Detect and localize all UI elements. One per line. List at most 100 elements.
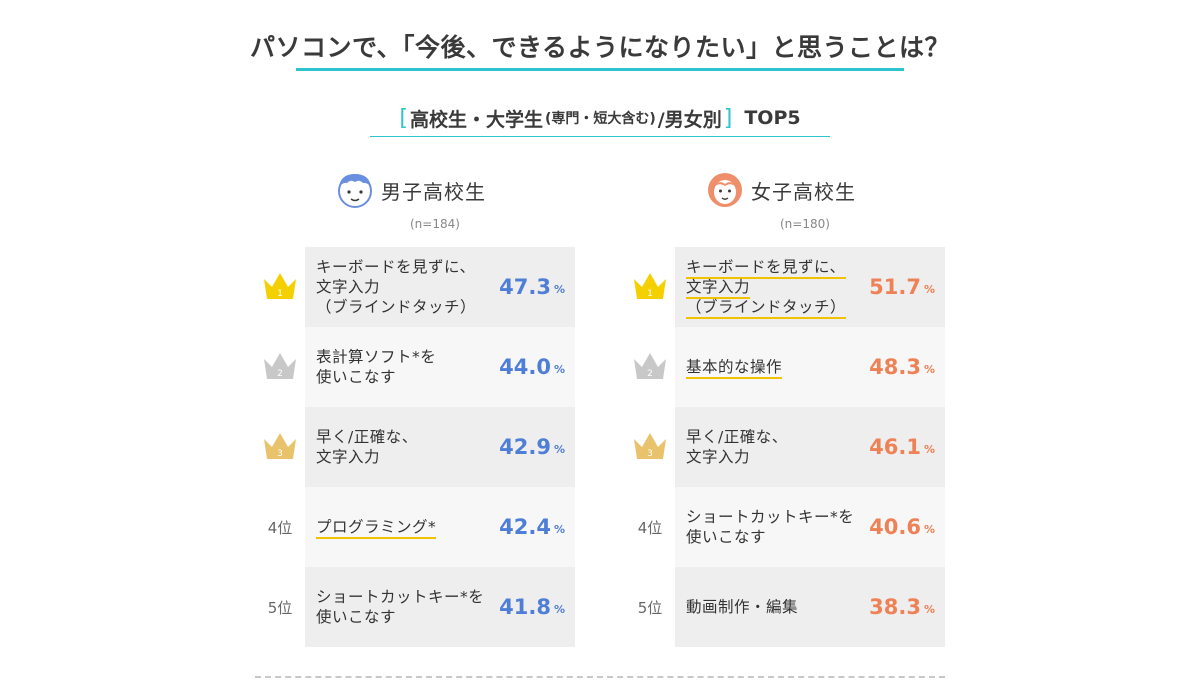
girls-rank-marker: 1 [625, 247, 675, 327]
boys-crown-1-icon-shape [264, 273, 296, 299]
subtitle-top5: TOP5 [744, 107, 801, 129]
bottom-divider [255, 676, 945, 678]
boys-rank-marker: 3 [255, 407, 305, 487]
girls-value-unit: % [923, 523, 935, 536]
boys-item-value: 41.8% [499, 567, 565, 647]
girls-rank-row: 1 キーボードを見ずに、 文字入力 （ブラインドタッチ） 51.7% [625, 247, 995, 327]
boys-panel-title: 男子高校生 [381, 180, 486, 204]
girls-panel: 女子高校生 (n=180) 1 キーボードを見ずに、 文字入力 （ブラインドタッチ） 5… [625, 170, 995, 647]
page-title: パソコンで、「今後、できるようになりたい」と思うことは？ [249, 33, 950, 62]
boys-value-unit: % [553, 283, 565, 296]
boys-value-number: 41.8 [499, 595, 551, 619]
girls-crown-1-icon-shape [634, 273, 666, 299]
girls-value-number: 51.7 [869, 275, 921, 299]
boys-crown-3-icon-shape [264, 433, 296, 459]
girls-rank-marker: 5位 [625, 567, 675, 647]
boys-crown-1-icon: 1 [264, 273, 296, 299]
boys-value-number: 42.4 [499, 515, 551, 539]
girls-value-unit: % [923, 443, 935, 456]
subtitle-underline [370, 136, 830, 137]
boys-rank-row: 3 早く/正確な、 文字入力 42.9% [255, 407, 625, 487]
boys-rank-cell: プログラミング* 42.4% [305, 487, 575, 567]
boys-crown-1-icon-number: 1 [277, 289, 283, 299]
boys-crown-2-icon-shape [264, 353, 296, 379]
boys-rank-marker: 4位 [255, 487, 305, 567]
girls-value-number: 46.1 [869, 435, 921, 459]
girls-item-value: 48.3% [869, 327, 935, 407]
girls-rank-marker: 2 [625, 327, 675, 407]
subtitle-rest: /男女別 [657, 108, 722, 131]
boys-crown-2-icon-number: 2 [277, 369, 283, 379]
subtitle-note: (専門・短大含む) [545, 111, 656, 127]
subtitle-bracket-close: ] [723, 105, 733, 131]
girls-rank-cell: 基本的な操作 48.3% [675, 327, 945, 407]
girls-rank-marker: 3 [625, 407, 675, 487]
boys-item-label: ショートカットキー*を 使いこなす [316, 588, 485, 626]
girls-item-value: 38.3% [869, 567, 935, 647]
boys-value-unit: % [553, 603, 565, 616]
girls-crown-1-icon: 1 [634, 273, 666, 299]
girls-rank-row: 2 基本的な操作 48.3% [625, 327, 995, 407]
girls-rank-marker: 4位 [625, 487, 675, 567]
boys-value-unit: % [553, 363, 565, 376]
boys-rank-label: 5位 [267, 598, 293, 617]
girls-value-number: 38.3 [869, 595, 921, 619]
girls-crown-3-icon-shape [634, 433, 666, 459]
boys-item-label: プログラミング* [316, 487, 496, 567]
girls-value-number: 48.3 [869, 355, 921, 379]
boys-item-value: 42.4% [499, 487, 565, 567]
boys-value-unit: % [553, 523, 565, 536]
boys-value-number: 47.3 [499, 275, 551, 299]
girls-item-label: ショートカットキー*を 使いこなす [686, 508, 855, 546]
girl-face-icon [708, 173, 742, 207]
subtitle: [ 高校生・大学生 (専門・短大含む) /男女別 ] TOP5 [370, 102, 830, 134]
boys-item-label: 表計算ソフト*を 使いこなす [316, 348, 437, 386]
girls-crown-3-icon-number: 3 [647, 449, 653, 459]
boys-rank-cell: キーボードを見ずに、 文字入力 （ブラインドタッチ） 47.3% [305, 247, 575, 327]
girls-rank-label: 4位 [637, 518, 663, 537]
boys-crown-3-icon: 3 [264, 433, 296, 459]
girls-crown-1-icon-number: 1 [647, 289, 653, 299]
boys-value-unit: % [553, 443, 565, 456]
girls-item-value: 51.7% [869, 247, 935, 327]
boys-rank-row: 4位 プログラミング* 42.4% [255, 487, 625, 567]
boys-value-number: 44.0 [499, 355, 551, 379]
boys-panel: 男子高校生 (n=184) 1 キーボードを見ずに、 文字入力 （ブラインドタッチ… [255, 170, 625, 647]
boys-item-label: 早く/正確な、 文字入力 [316, 428, 418, 466]
girls-ranking-list: 1 キーボードを見ずに、 文字入力 （ブラインドタッチ） 51.7% 2 基本的な操作 48.… [625, 247, 995, 647]
girls-crown-2-icon: 2 [634, 353, 666, 379]
girls-item-label: 基本的な操作 [686, 327, 866, 407]
girls-panel-header: 女子高校生 (n=180) [625, 170, 995, 246]
boys-rank-label: 4位 [267, 518, 293, 537]
boys-item-value: 42.9% [499, 407, 565, 487]
boys-value-number: 42.9 [499, 435, 551, 459]
boys-crown-3-icon-number: 3 [277, 449, 283, 459]
girls-rank-row: 4位 ショートカットキー*を 使いこなす 40.6% [625, 487, 995, 567]
boys-rank-cell: ショートカットキー*を 使いこなす 41.8% [305, 567, 575, 647]
boys-crown-2-icon: 2 [264, 353, 296, 379]
girls-item-label: 早く/正確な、 文字入力 [686, 428, 788, 466]
girls-crown-2-icon-number: 2 [647, 369, 653, 379]
boys-rank-marker: 5位 [255, 567, 305, 647]
girls-item-value: 46.1% [869, 407, 935, 487]
boys-rank-cell: 表計算ソフト*を 使いこなす 44.0% [305, 327, 575, 407]
boys-rank-row: 5位 ショートカットキー*を 使いこなす 41.8% [255, 567, 625, 647]
girls-item-label-line: 基本的な操作 [686, 358, 783, 379]
boys-item-value: 44.0% [499, 327, 565, 407]
girls-rank-row: 3 早く/正確な、 文字入力 46.1% [625, 407, 995, 487]
girls-value-unit: % [923, 603, 935, 616]
boys-item-label: キーボードを見ずに、 文字入力 （ブラインドタッチ） [316, 258, 477, 316]
girls-rank-cell: 早く/正確な、 文字入力 46.1% [675, 407, 945, 487]
boys-sample-size: (n=184) [410, 217, 460, 231]
girls-crown-2-icon-shape [634, 353, 666, 379]
boys-ranking-list: 1 キーボードを見ずに、 文字入力 （ブラインドタッチ） 47.3% 2 表計算ソフト*… [255, 247, 625, 647]
girls-item-value: 40.6% [869, 487, 935, 567]
girls-rank-row: 5位 動画制作・編集 38.3% [625, 567, 995, 647]
boys-item-value: 47.3% [499, 247, 565, 327]
subtitle-bracket-open: [ [399, 105, 408, 131]
girls-value-unit: % [923, 363, 935, 376]
boys-rank-cell: 早く/正確な、 文字入力 42.9% [305, 407, 575, 487]
girls-item-label: キーボードを見ずに、 文字入力 （ブラインドタッチ） [686, 247, 866, 327]
girls-sample-size: (n=180) [780, 217, 830, 231]
girls-rank-cell: ショートカットキー*を 使いこなす 40.6% [675, 487, 945, 567]
